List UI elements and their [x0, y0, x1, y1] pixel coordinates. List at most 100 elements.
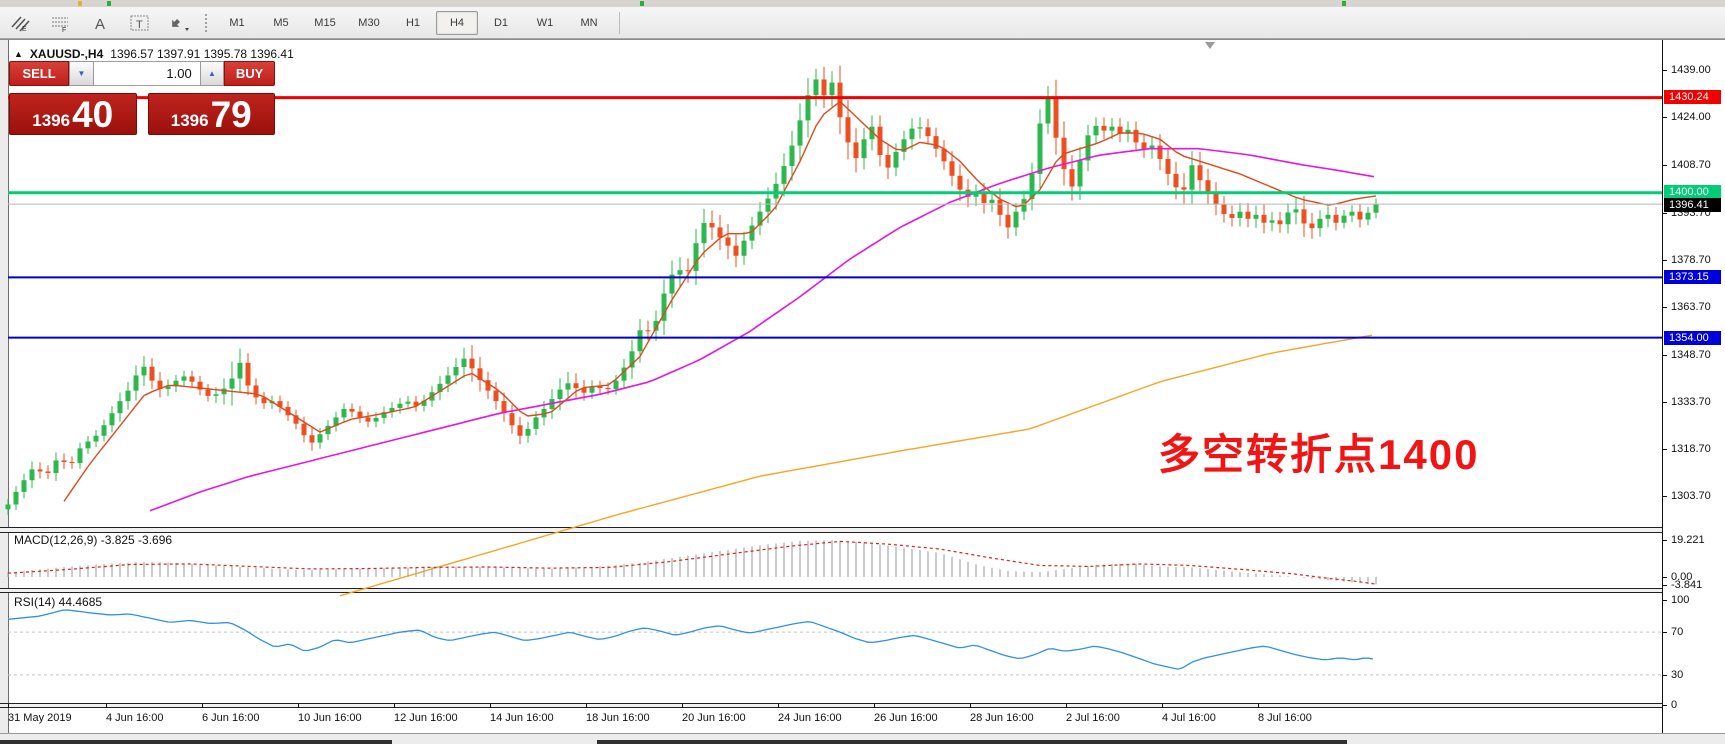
candle: [333, 417, 339, 426]
toolbar-grip[interactable]: [204, 13, 209, 33]
collapse-arrow-icon[interactable]: ▲: [14, 49, 23, 59]
candle: [533, 417, 539, 429]
candle: [1069, 169, 1075, 187]
candle: [1277, 220, 1283, 225]
candles-series: [5, 65, 1379, 515]
candle: [565, 383, 571, 390]
candle: [301, 423, 307, 436]
candle: [837, 82, 843, 118]
panel-splitter[interactable]: [0, 527, 1725, 533]
timeframe-button-h1[interactable]: H1: [405, 17, 421, 29]
timeframe-button-m15[interactable]: M15: [314, 17, 336, 29]
candle: [229, 378, 235, 389]
date-label: 8 Jul 16:00: [1258, 712, 1312, 724]
chart-top-border: [0, 39, 1725, 40]
candle: [413, 401, 419, 406]
panel-splitter[interactable]: [0, 588, 1725, 593]
candle: [365, 417, 371, 422]
candle: [1013, 211, 1019, 228]
candle: [957, 175, 963, 190]
candle: [941, 148, 947, 162]
timeframe-button-mn[interactable]: MN: [580, 17, 598, 29]
symbol-label: XAUUSD-,H4: [29, 47, 104, 61]
horizontal-scrollbar[interactable]: [0, 734, 1725, 744]
chart-shift-marker[interactable]: [1205, 42, 1215, 49]
candle: [749, 225, 755, 241]
timeframe-button-m1[interactable]: M1: [229, 17, 245, 29]
candle: [829, 82, 835, 96]
bid-big-figure: 1396: [32, 111, 71, 130]
date-tick: [586, 704, 587, 708]
candle: [781, 166, 787, 184]
timeframe-button-d1[interactable]: D1: [493, 17, 509, 29]
timeframe-button-h4[interactable]: H4: [436, 11, 478, 35]
candle: [277, 401, 283, 407]
tool-equidistant-channel-icon[interactable]: E: [2, 10, 38, 36]
candle: [85, 441, 91, 449]
scrollbar-segment[interactable]: [0, 740, 392, 744]
candle: [1093, 125, 1099, 136]
candle: [1293, 209, 1299, 213]
volume-input[interactable]: [93, 61, 200, 86]
ask-price-panel[interactable]: 1396 79: [147, 93, 275, 135]
candle: [293, 415, 299, 424]
panel-splitter[interactable]: [0, 703, 1725, 708]
candle: [1109, 126, 1115, 131]
candle: [69, 461, 75, 464]
toolbar-fragment: [640, 1, 644, 6]
candle: [877, 126, 883, 156]
date-label: 18 Jun 16:00: [586, 712, 650, 724]
tool-text-label-icon[interactable]: T: [122, 10, 158, 36]
rsi-line: [7, 609, 1374, 670]
buy-button[interactable]: BUY: [224, 61, 275, 86]
date-tick: [874, 704, 875, 708]
axis-tick-label: 1439.00: [1671, 64, 1711, 76]
candle: [901, 139, 907, 152]
candle: [157, 380, 163, 390]
candle: [1229, 214, 1235, 218]
candle: [717, 227, 723, 238]
volume-increase-button[interactable]: ▲: [199, 61, 225, 86]
timeframe-button-m5[interactable]: M5: [273, 17, 289, 29]
chart-text-annotation[interactable]: 多空转折点1400: [1158, 431, 1480, 478]
candle: [693, 243, 699, 271]
candle: [77, 448, 83, 464]
one-click-trading-panel: SELL ▼ ▲ BUY 1396 40 1396 79: [9, 61, 275, 135]
candle: [309, 435, 315, 443]
candle: [1269, 220, 1275, 223]
tool-arrow-objects-icon[interactable]: [162, 10, 198, 36]
candle: [1197, 165, 1203, 181]
candle: [597, 386, 603, 389]
axis-tick-mark: [1663, 260, 1667, 261]
candle: [349, 408, 355, 412]
candle: [21, 480, 27, 492]
date-label: 10 Jun 16:00: [298, 712, 362, 724]
candle: [1317, 218, 1323, 229]
candle: [1037, 123, 1043, 174]
axis-tick-mark: [1663, 402, 1667, 403]
bid-price-panel[interactable]: 1396 40: [9, 93, 137, 135]
svg-text:F: F: [62, 27, 66, 32]
tool-text-icon[interactable]: A: [82, 10, 118, 36]
scrollbar-segment[interactable]: [597, 740, 1347, 744]
candle: [645, 330, 651, 332]
date-tick: [490, 704, 491, 708]
date-label: 12 Jun 16:00: [394, 712, 458, 724]
tool-fibonacci-retracement-icon[interactable]: F: [42, 10, 78, 36]
candle: [389, 407, 395, 413]
timeframe-button-m30[interactable]: M30: [358, 17, 380, 29]
candle: [421, 400, 427, 406]
sell-button[interactable]: SELL: [9, 61, 70, 86]
candle: [525, 428, 531, 436]
line-studies-toolbar: E F A T M1 M5 M15 M30 H1 H4 D1 W1 MN: [0, 8, 1725, 39]
candle: [245, 362, 251, 386]
timeframe-button-w1[interactable]: W1: [536, 17, 554, 29]
bid-pips: 40: [72, 93, 114, 135]
volume-decrease-button[interactable]: ▼: [69, 61, 94, 86]
axis-tick-mark: [1663, 355, 1667, 356]
macd-indicator-label: MACD(12,26,9) -3.825 -3.696: [14, 533, 173, 547]
candle: [797, 120, 803, 146]
candle: [461, 358, 467, 368]
toolbar-separator: [619, 12, 620, 34]
